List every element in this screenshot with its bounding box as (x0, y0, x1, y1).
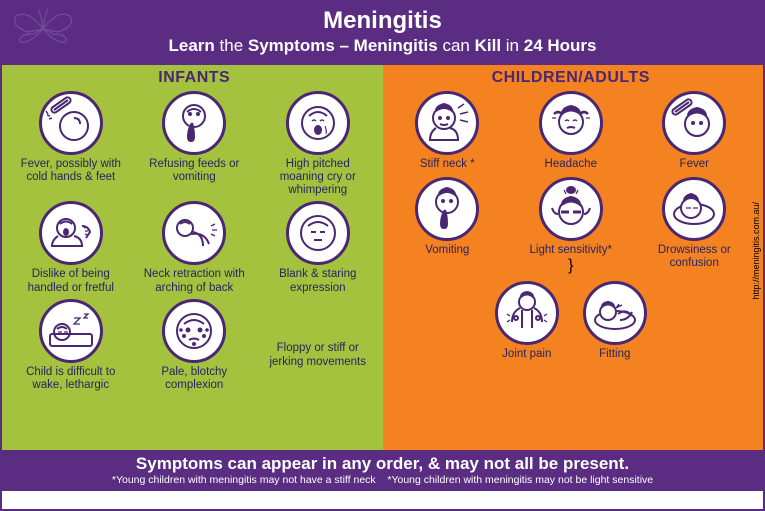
infants-title: INFANTS (12, 69, 377, 87)
symptom-cell: Vomiting (389, 177, 507, 275)
header-banner: Meningitis Learn the Symptoms – Meningit… (2, 2, 763, 65)
symptom-cell: Refusing feeds or vomiting (136, 91, 254, 198)
symptom-label: Child is difficult to wake, lethargic (16, 366, 126, 392)
symptom-cell: Fitting (583, 281, 647, 361)
infants-panel: INFANTS Fever, possibly with cold hands … (2, 65, 383, 450)
symptom-cell: Fever (636, 91, 754, 171)
baby-vomit-icon (162, 91, 226, 155)
symptom-label: Pale, blotchy complexion (139, 366, 249, 392)
footer-main-text: Symptoms can appear in any order, & may … (8, 455, 757, 474)
subtitle: Learn the Symptoms – Meningitis can Kill… (12, 36, 753, 56)
symptom-label: Vomiting (425, 244, 469, 257)
footer-note-2: *Young children with meningitis may not … (387, 474, 653, 486)
baby-blank-icon (286, 201, 350, 265)
main-title: Meningitis (12, 8, 753, 34)
symptom-cell: Pale, blotchy complexion (136, 299, 254, 392)
light-sensitive-icon (539, 177, 603, 241)
drowsy-icon (662, 177, 726, 241)
footer-note-1: *Young children with meningitis may not … (112, 474, 376, 486)
symptom-cell: Blank & staring expression (259, 201, 377, 294)
thermometer-baby-icon (39, 91, 103, 155)
symptom-label: Fever, possibly with cold hands & feet (16, 158, 126, 184)
symptom-label: Headache (545, 158, 597, 171)
symptom-label: Refusing feeds or vomiting (139, 158, 249, 184)
adult-vomit-icon (415, 177, 479, 241)
adult-fever-icon (662, 91, 726, 155)
panels-row: INFANTS Fever, possibly with cold hands … (2, 65, 763, 450)
symptom-cell: High pitched moaning cry or whimpering (259, 91, 377, 198)
symptom-label: Fitting (599, 348, 630, 361)
symptom-cell: Drowsiness or confusion (636, 177, 754, 275)
symptom-label: Floppy or stiff or jerking movements (268, 299, 368, 392)
symptom-cell: Joint pain (495, 281, 559, 361)
symptom-cell: Neck retraction with arching of back (136, 201, 254, 294)
symptom-cell: Headache (512, 91, 630, 171)
symptom-label: Light sensitivity* (530, 244, 612, 257)
adults-row3: Joint pain Fitting (389, 281, 754, 361)
children-adults-panel: CHILDREN/ADULTS Stiff neck * Headache (383, 65, 764, 450)
source-credit: http://meningitis.com.au/ (751, 202, 761, 300)
symptom-cell: Light sensitivity* } (512, 177, 630, 275)
baby-cry-icon (286, 91, 350, 155)
infographic-container: Meningitis Learn the Symptoms – Meningit… (0, 0, 765, 511)
fitting-icon (583, 281, 647, 345)
adults-grid: Stiff neck * Headache Fever (389, 91, 754, 362)
symptom-cell: Stiff neck * (389, 91, 507, 171)
children-adults-title: CHILDREN/ADULTS (389, 69, 754, 87)
symptom-label: Dislike of being handled or fretful (16, 268, 126, 294)
symptom-label: Stiff neck * (420, 158, 475, 171)
symptom-label: Neck retraction with arching of back (139, 268, 249, 294)
symptom-label: Blank & staring expression (263, 268, 373, 294)
baby-handled-icon (39, 201, 103, 265)
baby-sleep-icon (39, 299, 103, 363)
baby-arch-icon (162, 201, 226, 265)
symptom-label: Joint pain (502, 348, 551, 361)
infants-grid: Fever, possibly with cold hands & feet R… (12, 91, 377, 393)
symptom-label: Drowsiness or confusion (639, 244, 749, 270)
symptom-label: High pitched moaning cry or whimpering (263, 158, 373, 198)
baby-pale-icon (162, 299, 226, 363)
headache-icon (539, 91, 603, 155)
symptom-cell: Child is difficult to wake, lethargic (12, 299, 130, 392)
footer-banner: Symptoms can appear in any order, & may … (2, 450, 763, 491)
symptom-cell-noicon: Floppy or stiff or jerking movements (259, 299, 377, 392)
joint-pain-icon (495, 281, 559, 345)
butterfly-decoration-icon (8, 4, 78, 54)
symptom-label: Fever (680, 158, 709, 171)
symptom-cell: Dislike of being handled or fretful (12, 201, 130, 294)
symptom-cell: Fever, possibly with cold hands & feet (12, 91, 130, 198)
footer-notes: *Young children with meningitis may not … (8, 475, 757, 487)
stiff-neck-icon (415, 91, 479, 155)
